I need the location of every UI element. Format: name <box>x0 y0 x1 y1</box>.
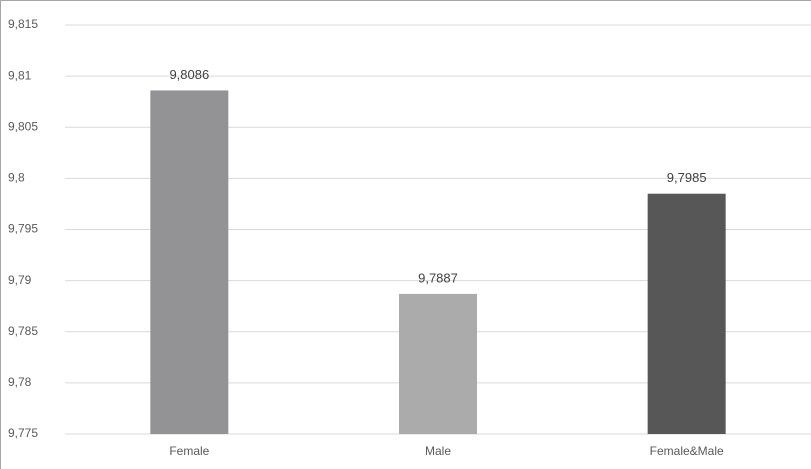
data-label: 9,8086 <box>169 67 209 82</box>
bar <box>647 193 726 434</box>
y-tick-label: 9,78 <box>8 375 32 389</box>
y-tick-label: 9,775 <box>8 426 38 440</box>
data-label: 9,7887 <box>418 270 458 285</box>
x-tick-label: Female <box>169 444 209 458</box>
y-tick-label: 9,8 <box>8 171 25 185</box>
bar <box>399 293 477 434</box>
y-tick-label: 9,79 <box>8 273 32 287</box>
y-tick-label: 9,785 <box>8 324 38 338</box>
y-tick-label: 9,805 <box>8 119 38 133</box>
y-tick-label: 9,815 <box>8 17 38 31</box>
y-tick-label: 9,795 <box>8 222 38 236</box>
y-tick-label: 9,81 <box>8 68 32 82</box>
x-tick-label: Male <box>425 444 451 458</box>
x-tick-label: Female&Male <box>650 444 724 458</box>
data-label: 9,7985 <box>667 170 707 185</box>
bar <box>150 90 229 434</box>
